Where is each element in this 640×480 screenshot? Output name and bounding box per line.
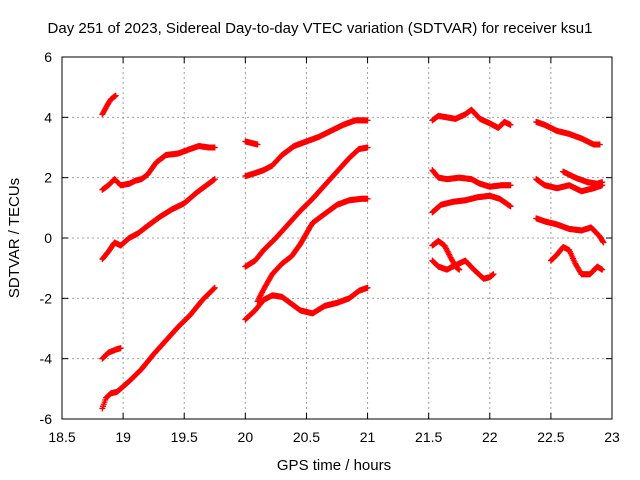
x-tick-label: 20: [238, 429, 254, 445]
data-point: [599, 266, 606, 273]
y-tick-labels: -6 -4 -2 0 2 4 6: [40, 49, 53, 427]
y-tick-label: 4: [44, 109, 52, 125]
series-s15: [429, 257, 497, 282]
data-point: [456, 266, 463, 273]
x-tick-label: 18.5: [48, 429, 75, 445]
series-s4: [99, 345, 124, 362]
grid: [62, 57, 612, 419]
data-point: [211, 176, 218, 183]
x-tick-label: 19: [115, 429, 131, 445]
series-s6: [242, 138, 261, 148]
data-point: [599, 179, 606, 186]
series-s8: [242, 144, 371, 270]
data-point: [364, 284, 371, 291]
data-point: [117, 345, 124, 352]
x-tick-labels: 18.5 19 19.5 20 20.5 21 21.5 22 22.5 23: [48, 429, 620, 445]
data-point: [600, 239, 607, 246]
x-tick-label: 19.5: [171, 429, 198, 445]
data-point: [490, 271, 497, 278]
series-s3: [99, 176, 218, 263]
series-s18: [560, 168, 606, 187]
x-tick-label: 20.5: [293, 429, 320, 445]
series-s10: [242, 284, 371, 323]
data-point: [507, 121, 514, 128]
x-axis-label: GPS time / hours: [277, 457, 391, 474]
data-point: [364, 195, 371, 202]
data-marks: [99, 92, 607, 412]
x-tick-label: 21: [360, 429, 376, 445]
series-s7: [242, 117, 371, 180]
chart-title: Day 251 of 2023, Sidereal Day-to-day VTE…: [48, 20, 593, 37]
series-s17: [533, 176, 606, 195]
data-point: [211, 144, 218, 151]
y-tick-label: 2: [44, 170, 52, 186]
x-tick-label: 21.5: [415, 429, 442, 445]
x-tick-label: 22.5: [537, 429, 564, 445]
x-tick-label: 23: [604, 429, 620, 445]
series-s5: [99, 284, 218, 412]
series-s16: [533, 118, 603, 148]
data-point: [507, 182, 514, 189]
y-tick-label: 0: [44, 230, 52, 246]
series-s2: [99, 142, 218, 193]
y-tick-label: -6: [40, 411, 53, 427]
series-s13: [429, 192, 514, 216]
data-point: [364, 144, 371, 151]
x-tick-label: 22: [482, 429, 498, 445]
plot-frame: [61, 56, 613, 420]
data-point: [211, 285, 218, 292]
series-s9: [254, 195, 371, 305]
y-tick-label: -2: [40, 290, 53, 306]
data-point: [254, 141, 261, 148]
data-point: [364, 117, 371, 124]
y-tick-label: -4: [40, 351, 53, 367]
y-tick-label: 6: [44, 49, 52, 65]
data-point: [112, 92, 119, 99]
data-point: [596, 141, 603, 148]
series-s1: [99, 92, 119, 118]
data-point: [507, 203, 514, 210]
series-s19: [533, 215, 607, 246]
series-s11: [429, 106, 514, 131]
y-axis-label: SDTVAR / TECUs: [6, 178, 23, 298]
series-s20: [547, 244, 606, 278]
series-s12: [429, 167, 514, 190]
data-point: [211, 284, 218, 291]
data-point: [599, 238, 606, 245]
